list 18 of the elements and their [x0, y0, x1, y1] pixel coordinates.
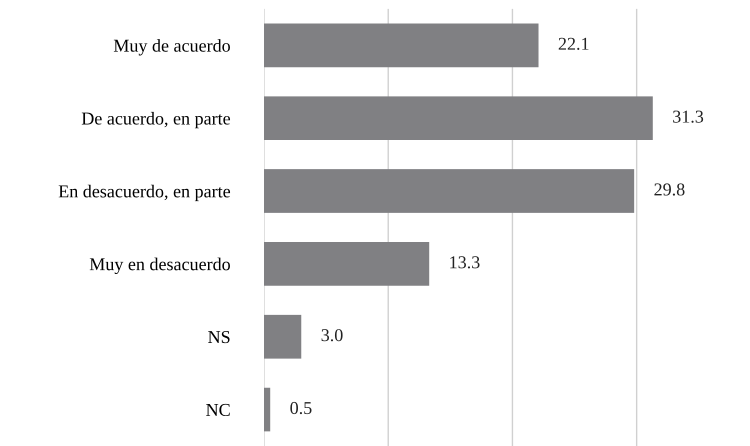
data-label: 31.3 [673, 110, 704, 123]
bar [264, 169, 634, 213]
y-tick-label: En desacuerdo, en parte [58, 184, 230, 202]
y-tick-label: Muy en desacuerdo [90, 258, 230, 274]
bar [264, 388, 270, 432]
bar [264, 96, 653, 140]
bar [264, 242, 430, 286]
y-tick-label: Muy de acuerdo [114, 39, 230, 56]
bar [264, 314, 302, 359]
data-label: 13.3 [450, 256, 480, 268]
data-label: 29.8 [654, 183, 685, 196]
y-tick-label: NS [208, 331, 230, 344]
data-label: 3.0 [322, 329, 343, 342]
bar [264, 23, 539, 68]
y-tick-label: NC [206, 404, 230, 416]
data-label: 0.5 [290, 402, 312, 414]
y-tick-label: De acuerdo, en parte [82, 112, 230, 128]
data-label: 22.1 [558, 38, 588, 50]
